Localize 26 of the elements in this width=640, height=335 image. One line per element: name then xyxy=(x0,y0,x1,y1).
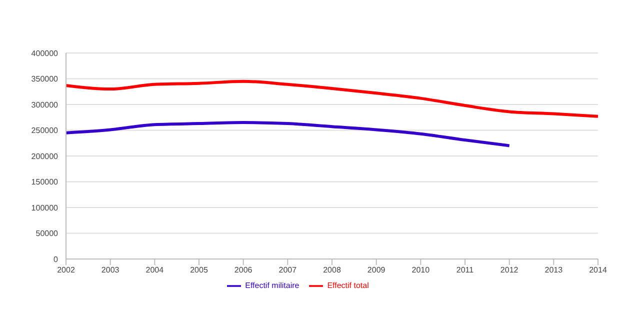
x-tick-label: 2008 xyxy=(323,266,342,275)
x-tick-label: 2007 xyxy=(278,266,298,275)
y-tick-label: 400000 xyxy=(31,48,59,58)
x-tick-label: 2003 xyxy=(101,266,120,275)
line-series xyxy=(66,121,511,148)
y-tick-label: 100000 xyxy=(31,203,59,212)
x-tick-label: 2014 xyxy=(589,266,608,275)
legend-label: Effectif militaire xyxy=(245,281,300,290)
y-tick-label: 300000 xyxy=(31,100,59,110)
x-tick-label: 2013 xyxy=(544,266,564,275)
y-tick-label: 250000 xyxy=(31,126,59,136)
x-tick-label: 2002 xyxy=(57,266,76,275)
x-tick-label: 2012 xyxy=(500,266,519,275)
y-tick-label: 150000 xyxy=(31,178,59,187)
y-tick-label: 50000 xyxy=(36,229,59,238)
y-tick-label: 350000 xyxy=(31,74,59,84)
y-tick-label: 200000 xyxy=(31,152,59,161)
legend-label: Effectif total xyxy=(327,281,369,290)
line-series xyxy=(66,80,598,118)
y-tick-label: 0 xyxy=(54,254,59,264)
x-tick-label: 2010 xyxy=(412,266,430,275)
x-tick-label: 2006 xyxy=(234,266,253,275)
x-tick-label: 2005 xyxy=(190,266,208,275)
x-tick-label: 2011 xyxy=(456,266,474,275)
x-tick-label: 2004 xyxy=(146,266,164,275)
x-tick-label: 2009 xyxy=(367,266,386,275)
